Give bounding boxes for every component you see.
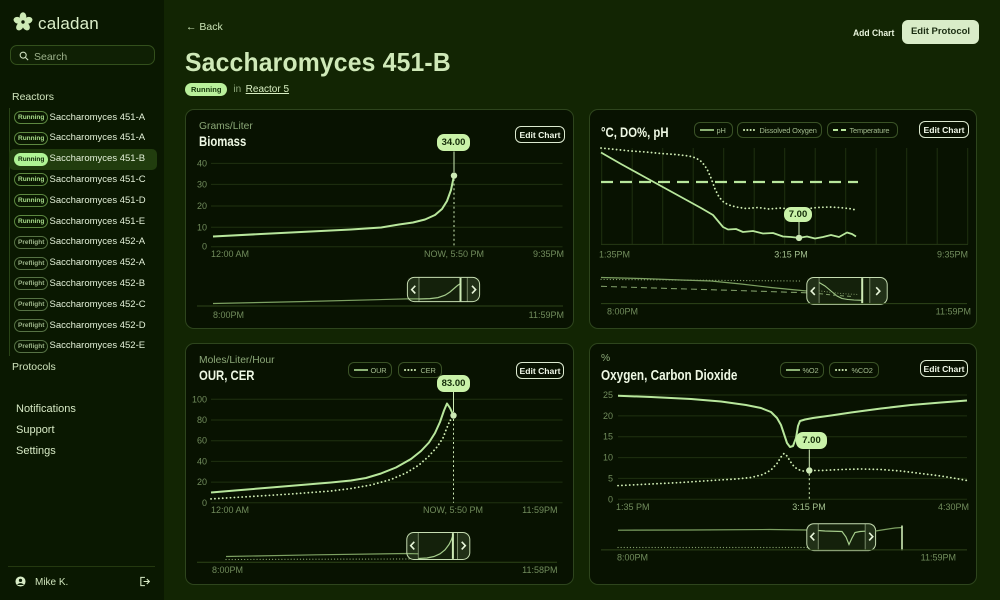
svg-text:10: 10 xyxy=(197,222,207,232)
svg-text:12:00 AM: 12:00 AM xyxy=(211,249,249,259)
svg-text:25: 25 xyxy=(603,390,613,400)
svg-text:0: 0 xyxy=(202,498,207,508)
svg-text:40: 40 xyxy=(197,158,207,168)
svg-text:20: 20 xyxy=(197,477,207,487)
svg-text:8:00PM: 8:00PM xyxy=(607,307,638,317)
svg-text:12:00 AM: 12:00 AM xyxy=(211,505,249,515)
svg-text:9:35PM: 9:35PM xyxy=(937,250,968,260)
svg-text:0: 0 xyxy=(202,242,207,252)
svg-text:NOW, 5:50 PM: NOW, 5:50 PM xyxy=(423,505,483,515)
svg-text:30: 30 xyxy=(197,179,207,189)
svg-text:80: 80 xyxy=(197,415,207,425)
svg-text:8:00PM: 8:00PM xyxy=(212,565,243,575)
svg-text:11:59PM: 11:59PM xyxy=(936,307,971,317)
svg-text:0: 0 xyxy=(608,494,613,504)
svg-text:20: 20 xyxy=(197,201,207,211)
svg-text:8:00PM: 8:00PM xyxy=(213,310,244,320)
svg-text:8:00PM: 8:00PM xyxy=(617,553,648,563)
svg-text:20: 20 xyxy=(603,411,613,421)
svg-text:5: 5 xyxy=(608,473,613,483)
svg-text:40: 40 xyxy=(197,456,207,466)
svg-text:1:35 PM: 1:35 PM xyxy=(616,502,650,512)
svg-text:4:30PM: 4:30PM xyxy=(938,502,969,512)
svg-text:11:59PM: 11:59PM xyxy=(921,553,956,563)
svg-text:NOW, 5:50 PM: NOW, 5:50 PM xyxy=(424,249,484,259)
svg-text:100: 100 xyxy=(192,394,207,404)
svg-text:15: 15 xyxy=(603,432,613,442)
svg-text:11:59PM: 11:59PM xyxy=(522,505,557,515)
svg-text:3:15 PM: 3:15 PM xyxy=(792,502,826,512)
svg-text:11:58PM: 11:58PM xyxy=(522,565,557,575)
svg-text:60: 60 xyxy=(197,436,207,446)
svg-text:1:35PM: 1:35PM xyxy=(599,250,630,260)
svg-text:3:15 PM: 3:15 PM xyxy=(774,250,808,260)
svg-text:10: 10 xyxy=(603,453,613,463)
svg-text:9:35PM: 9:35PM xyxy=(533,249,564,259)
svg-text:11:59PM: 11:59PM xyxy=(529,310,564,320)
